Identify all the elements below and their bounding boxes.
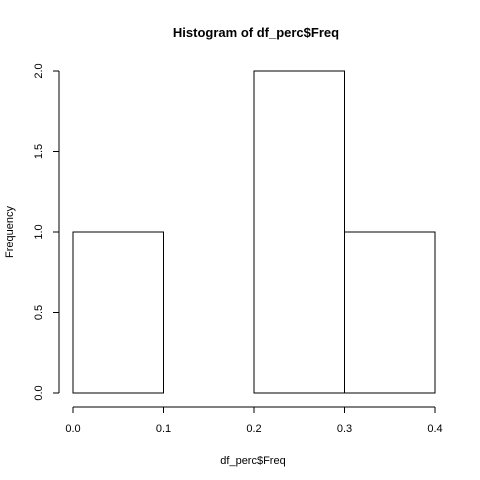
x-tick-label-4: 0.4 [427, 423, 442, 435]
x-tick-label-0: 0.0 [65, 423, 80, 435]
y-axis: 0.0 0.5 1.0 1.5 2.0 [33, 63, 60, 401]
y-tick-label-0: 0.0 [33, 385, 45, 400]
x-tick-label-2: 0.2 [246, 423, 261, 435]
x-axis-title: df_perc$Freq [220, 455, 285, 467]
y-tick-label-2: 1.0 [33, 224, 45, 239]
histogram-bar-3 [344, 231, 436, 394]
histogram-bar-2 [253, 70, 345, 394]
y-tick-label-4: 2.0 [33, 63, 45, 78]
x-tick-label-1: 0.1 [156, 423, 171, 435]
chart-title: Histogram of df_perc$Freq [173, 25, 339, 40]
histogram-bars [72, 70, 436, 394]
y-tick-label-3: 1.5 [33, 144, 45, 159]
y-axis-title: Frequency [4, 206, 16, 258]
histogram-bar-0 [72, 231, 164, 394]
x-axis: 0.0 0.1 0.2 0.3 0.4 [65, 406, 443, 435]
x-tick-label-3: 0.3 [337, 423, 352, 435]
y-tick-label-1: 0.5 [33, 305, 45, 320]
